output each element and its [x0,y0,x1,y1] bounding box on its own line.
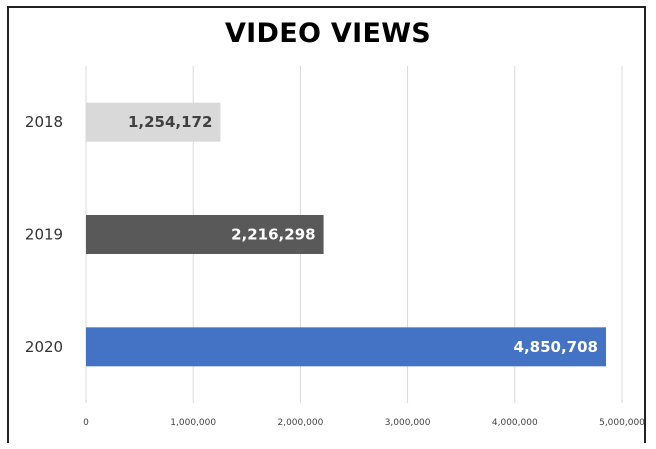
category-label-2019: 2019 [25,226,63,244]
bar-2018 [86,102,221,142]
category-label-2018: 2018 [25,113,63,131]
y-axis-category-labels: 2018 2019 2020 [25,113,63,356]
chart-frame [7,6,646,443]
x-axis-tick-labels: 0 1,000,000 2,000,000 3,000,000 4,000,000 5,0… [83,418,645,428]
bar-2019 [86,215,324,254]
x-tick-label: 0 [83,418,89,428]
data-label-2019: 2,216,298 [231,226,315,244]
x-tick-label: 1,000,000 [170,418,216,428]
x-tick-label: 2,000,000 [277,418,323,428]
chart-title: VIDEO VIEWS [224,18,432,49]
data-label-2020: 4,850,708 [514,338,598,356]
bars: 1,254,172 2,216,298 4,850,708 [86,102,606,367]
category-label-2020: 2020 [25,338,63,356]
x-tick-label: 4,000,000 [492,418,538,428]
x-tick-label: 3,000,000 [385,418,431,428]
x-tick-label: 5,000,000 [599,418,645,428]
data-label-2018: 1,254,172 [128,113,212,131]
bar-2020 [86,327,606,367]
